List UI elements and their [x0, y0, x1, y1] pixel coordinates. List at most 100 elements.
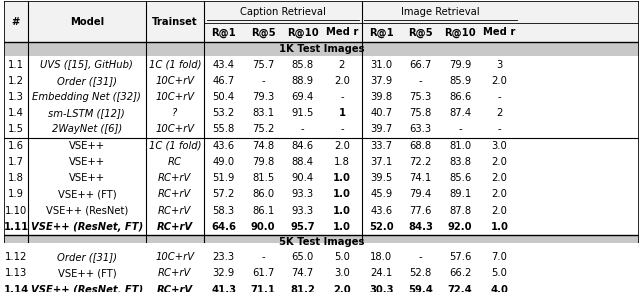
Text: 55.8: 55.8 — [212, 124, 235, 135]
Text: 72.4: 72.4 — [448, 285, 472, 292]
Text: 93.3: 93.3 — [291, 206, 314, 216]
Text: 1.3: 1.3 — [8, 92, 24, 102]
Text: 75.7: 75.7 — [252, 60, 275, 69]
Text: -: - — [419, 76, 422, 86]
Text: 2: 2 — [497, 108, 502, 118]
Text: 4.0: 4.0 — [491, 285, 508, 292]
Text: 43.4: 43.4 — [212, 60, 235, 69]
Text: 2WayNet ([6]): 2WayNet ([6]) — [52, 124, 122, 135]
Text: 79.8: 79.8 — [252, 157, 275, 167]
Text: 18.0: 18.0 — [371, 252, 392, 262]
Text: 1.2: 1.2 — [8, 76, 24, 86]
Text: 43.6: 43.6 — [371, 206, 392, 216]
Text: RC+rV: RC+rV — [157, 285, 193, 292]
Text: R@10: R@10 — [287, 27, 318, 38]
Text: 71.1: 71.1 — [251, 285, 276, 292]
Text: 74.1: 74.1 — [410, 173, 432, 183]
Text: 39.8: 39.8 — [371, 92, 392, 102]
Text: 85.9: 85.9 — [449, 76, 471, 86]
Text: 3.0: 3.0 — [492, 141, 508, 151]
Text: 61.7: 61.7 — [252, 268, 275, 279]
Text: 85.8: 85.8 — [291, 60, 314, 69]
Text: 2.0: 2.0 — [492, 190, 508, 199]
Text: 49.0: 49.0 — [212, 157, 235, 167]
Text: 93.3: 93.3 — [291, 190, 314, 199]
Text: 1C (1 fold): 1C (1 fold) — [148, 141, 201, 151]
Bar — [4, 235, 639, 249]
Text: RC+rV: RC+rV — [158, 190, 191, 199]
Text: 57.2: 57.2 — [212, 190, 235, 199]
Text: R@10: R@10 — [444, 27, 476, 38]
Text: 52.8: 52.8 — [410, 268, 432, 279]
Text: 75.2: 75.2 — [252, 124, 275, 135]
Text: 1.4: 1.4 — [8, 108, 24, 118]
Text: -: - — [419, 252, 422, 262]
Text: 31.0: 31.0 — [371, 60, 392, 69]
Text: 10C+rV: 10C+rV — [156, 252, 195, 262]
Text: -: - — [261, 252, 265, 262]
Text: 24.1: 24.1 — [370, 268, 392, 279]
Text: Embedding Net ([32]): Embedding Net ([32]) — [33, 92, 141, 102]
Text: 37.1: 37.1 — [370, 157, 392, 167]
Text: 77.6: 77.6 — [410, 206, 432, 216]
Text: 23.3: 23.3 — [212, 252, 235, 262]
Text: 90.4: 90.4 — [291, 173, 314, 183]
Text: 89.1: 89.1 — [449, 190, 471, 199]
Text: 65.0: 65.0 — [291, 252, 314, 262]
Text: RC+rV: RC+rV — [158, 268, 191, 279]
Text: RC+rV: RC+rV — [158, 206, 191, 216]
Text: 57.6: 57.6 — [449, 252, 471, 262]
Text: 1.0: 1.0 — [333, 173, 351, 183]
Text: 66.7: 66.7 — [410, 60, 432, 69]
Text: UVS ([15], GitHub): UVS ([15], GitHub) — [40, 60, 133, 69]
Text: 79.3: 79.3 — [252, 92, 275, 102]
Text: 64.6: 64.6 — [211, 222, 236, 232]
Text: 1K Test Images: 1K Test Images — [279, 44, 364, 54]
Text: Order ([31]): Order ([31]) — [57, 76, 117, 86]
Text: 84.3: 84.3 — [408, 222, 433, 232]
Text: 59.4: 59.4 — [408, 285, 433, 292]
Bar — [4, 42, 639, 56]
Text: 1.14: 1.14 — [3, 285, 29, 292]
Text: 79.4: 79.4 — [410, 190, 432, 199]
Text: 10C+rV: 10C+rV — [156, 92, 195, 102]
Bar — [4, 1, 639, 42]
Text: -: - — [498, 92, 501, 102]
Text: 10C+rV: 10C+rV — [156, 124, 195, 135]
Text: 83.1: 83.1 — [252, 108, 274, 118]
Text: 46.7: 46.7 — [212, 76, 235, 86]
Text: 40.7: 40.7 — [371, 108, 392, 118]
Text: 86.6: 86.6 — [449, 92, 471, 102]
Text: 41.3: 41.3 — [211, 285, 236, 292]
Text: 5.0: 5.0 — [334, 252, 350, 262]
Text: 74.8: 74.8 — [252, 141, 274, 151]
Text: Med r: Med r — [326, 27, 358, 37]
Text: Image Retrieval: Image Retrieval — [401, 7, 480, 17]
Text: Caption Retrieval: Caption Retrieval — [240, 7, 326, 17]
Text: VSE++: VSE++ — [68, 173, 105, 183]
Text: 33.7: 33.7 — [371, 141, 392, 151]
Text: 84.6: 84.6 — [291, 141, 314, 151]
Text: 72.2: 72.2 — [410, 157, 432, 167]
Text: 2.0: 2.0 — [492, 157, 508, 167]
Text: 1.1: 1.1 — [8, 60, 24, 69]
Text: RC+rV: RC+rV — [158, 173, 191, 183]
Text: 66.2: 66.2 — [449, 268, 471, 279]
Text: 81.0: 81.0 — [449, 141, 471, 151]
Text: 30.3: 30.3 — [369, 285, 394, 292]
Text: 83.8: 83.8 — [449, 157, 471, 167]
Text: 2.0: 2.0 — [334, 76, 350, 86]
Text: VSE++: VSE++ — [68, 141, 105, 151]
Text: 32.9: 32.9 — [212, 268, 235, 279]
Text: R@1: R@1 — [369, 27, 394, 38]
Text: 75.8: 75.8 — [410, 108, 432, 118]
Text: 2.0: 2.0 — [492, 206, 508, 216]
Text: -: - — [498, 124, 501, 135]
Text: 75.3: 75.3 — [410, 92, 432, 102]
Text: Trainset: Trainset — [152, 17, 198, 27]
Text: 2.0: 2.0 — [492, 76, 508, 86]
Text: 69.4: 69.4 — [291, 92, 314, 102]
Text: -: - — [340, 92, 344, 102]
Text: 1.0: 1.0 — [333, 190, 351, 199]
Text: -: - — [261, 76, 265, 86]
